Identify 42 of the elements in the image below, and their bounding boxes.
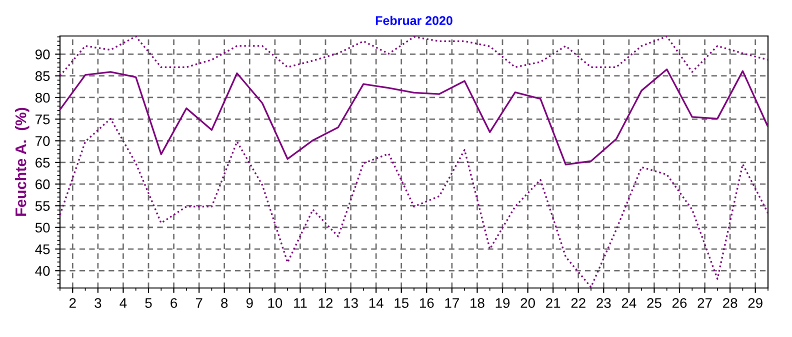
x-tick-label: 29 <box>748 298 762 308</box>
y-tick-label: 75 <box>36 114 50 124</box>
y-tick-label: 50 <box>35 222 50 233</box>
y-tick-label: 70 <box>36 136 50 146</box>
x-tick-label: 10 <box>268 298 282 308</box>
x-tick-label: 22 <box>571 298 586 308</box>
x-tick-label: 9 <box>246 298 253 308</box>
y-tick-label: 60 <box>36 179 50 190</box>
x-tick-label: 28 <box>723 298 738 308</box>
x-tick-label: 24 <box>622 298 636 308</box>
line-series <box>60 68 768 166</box>
x-tick-label: 2 <box>69 298 76 308</box>
x-tick-label: 6 <box>170 298 178 308</box>
x-tick-label: 13 <box>344 298 358 308</box>
x-tick-label: 4 <box>120 298 127 308</box>
x-tick-label: 19 <box>496 298 510 308</box>
x-tick-label: 27 <box>698 298 712 308</box>
y-tick-label: 40 <box>35 266 50 276</box>
x-tick-label: 17 <box>445 298 459 308</box>
x-tick-label: 11 <box>294 298 307 308</box>
y-tick-label: 80 <box>35 92 50 103</box>
y-axis-title: Feuchte A. (%) <box>15 108 30 216</box>
x-tick-label: 21 <box>546 298 560 308</box>
y-tick-label: 85 <box>35 71 50 82</box>
x-tick-label: 3 <box>94 298 102 308</box>
y-tick-label: 45 <box>35 244 50 254</box>
x-tick-label: 26 <box>672 298 687 308</box>
x-tick-label: 7 <box>196 298 202 308</box>
y-tick-label: 90 <box>35 50 50 60</box>
x-tick-label: 15 <box>394 298 408 308</box>
x-tick-label: 5 <box>145 298 152 308</box>
y-tick-label: 55 <box>35 201 50 211</box>
y-tick-label: 65 <box>36 158 50 168</box>
x-tick-label: 14 <box>369 298 384 308</box>
x-tick-label: 12 <box>318 298 333 308</box>
chart-title: Februar 2020 <box>376 16 452 26</box>
x-tick-label: 20 <box>520 298 535 308</box>
x-tick-label: 25 <box>647 298 662 308</box>
x-tick-label: 18 <box>470 298 484 308</box>
x-tick-label: 16 <box>420 298 434 308</box>
x-tick-label: 23 <box>596 298 611 308</box>
x-tick-label: 8 <box>221 298 228 308</box>
